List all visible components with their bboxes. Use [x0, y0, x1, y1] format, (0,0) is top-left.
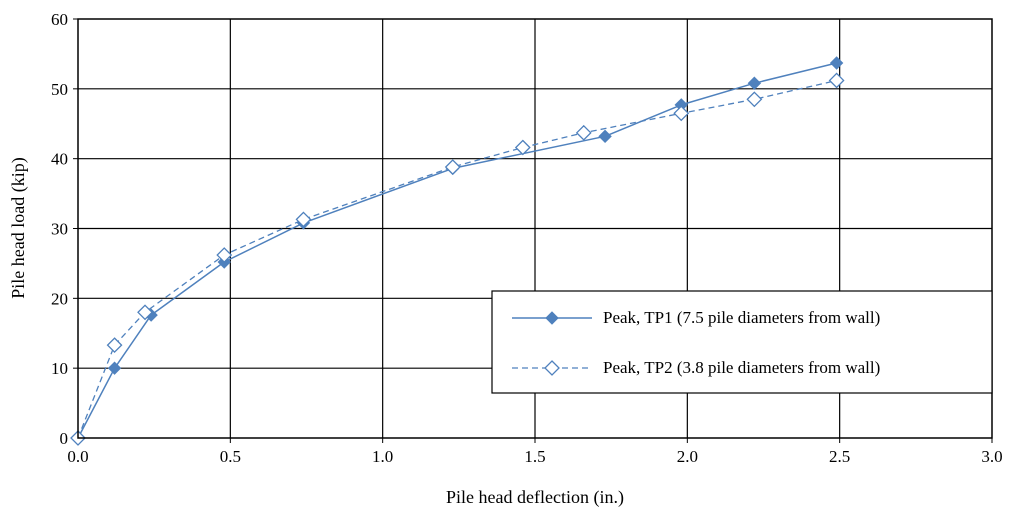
- data-point: [829, 56, 844, 70]
- data-point: [575, 124, 592, 141]
- tick-labels: 0.0 0.5 1.0 1.5 2.0 2.5 3.0 0 10 20 30 40 50 60: [51, 10, 1003, 466]
- data-point: [747, 76, 762, 90]
- y-tick-label: 40: [51, 150, 68, 169]
- series: [70, 56, 845, 446]
- x-tick-label: 2.0: [677, 447, 698, 466]
- x-tick-label: 2.5: [829, 447, 850, 466]
- legend-box: [491, 290, 993, 394]
- y-tick-label: 20: [51, 289, 68, 308]
- data-point: [828, 72, 845, 89]
- y-axis-label: Pile head load (kip): [8, 157, 29, 298]
- data-point: [746, 91, 763, 108]
- data-point: [514, 139, 531, 156]
- x-axis-label: Pile head deflection (in.): [446, 487, 624, 508]
- series-line: [77, 62, 837, 439]
- data-point: [216, 247, 233, 263]
- legend-label-tp2: Peak, TP2 (3.8 pile diameters from wall): [603, 358, 880, 377]
- data-point: [673, 105, 690, 122]
- x-tick-label: 1.0: [372, 447, 393, 466]
- data-point: [444, 159, 461, 175]
- x-tick-label: 0.5: [220, 447, 241, 466]
- plot-border: [77, 18, 993, 439]
- x-tick-label: 3.0: [981, 447, 1002, 466]
- y-tick-label: 50: [51, 80, 68, 99]
- legend-marker-tp1: [545, 311, 559, 325]
- y-tick-label: 10: [51, 359, 68, 378]
- legend: Peak, TP1 (7.5 pile diameters from wall)…: [491, 290, 993, 394]
- y-tick-label: 60: [51, 10, 68, 29]
- data-point: [137, 304, 153, 321]
- legend-marker-tp2: [544, 360, 560, 376]
- y-tick-label: 30: [51, 220, 68, 239]
- legend-label-tp1: Peak, TP1 (7.5 pile diameters from wall): [603, 308, 880, 327]
- x-tick-label: 0.0: [67, 447, 88, 466]
- data-point: [107, 361, 122, 375]
- data-point: [106, 337, 123, 354]
- data-point: [598, 129, 612, 144]
- x-tick-label: 1.5: [524, 447, 545, 466]
- y-tick-label: 0: [60, 429, 69, 448]
- data-point: [295, 211, 312, 228]
